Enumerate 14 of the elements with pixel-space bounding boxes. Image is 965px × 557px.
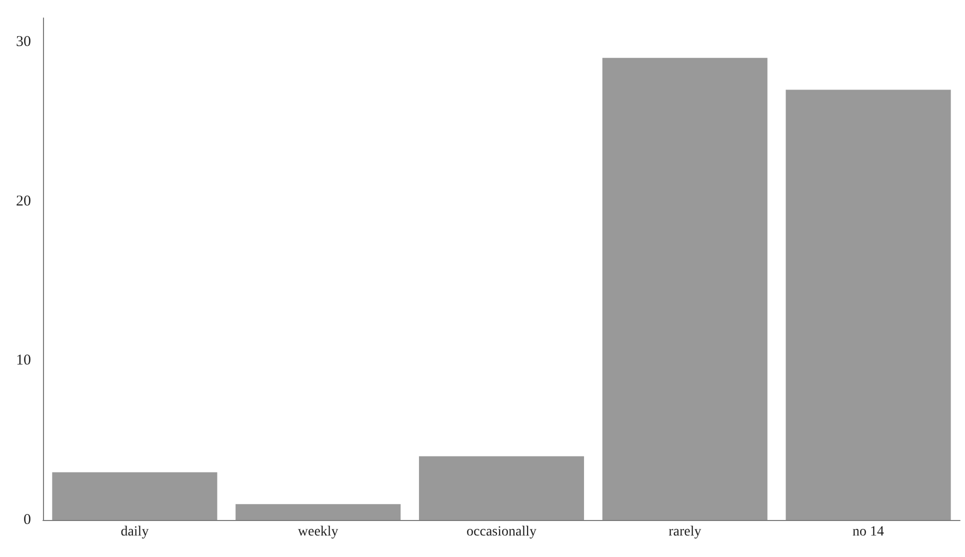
bar [418, 456, 584, 520]
y-tick-label: 30 [16, 34, 31, 50]
y-tick-label: 20 [16, 193, 31, 210]
bar [602, 58, 768, 520]
bar [52, 472, 218, 520]
x-tick-label: no 14 [852, 524, 884, 540]
bar [236, 504, 401, 520]
x-tick-label: daily [120, 524, 149, 540]
bar [786, 90, 951, 520]
x-tick-label: occasionally [466, 524, 536, 540]
x-tick-label: weekly [298, 524, 338, 540]
x-tick-label: rarely [668, 524, 702, 540]
y-tick-label: 10 [16, 352, 31, 369]
y-tick-label: 0 [24, 512, 31, 528]
